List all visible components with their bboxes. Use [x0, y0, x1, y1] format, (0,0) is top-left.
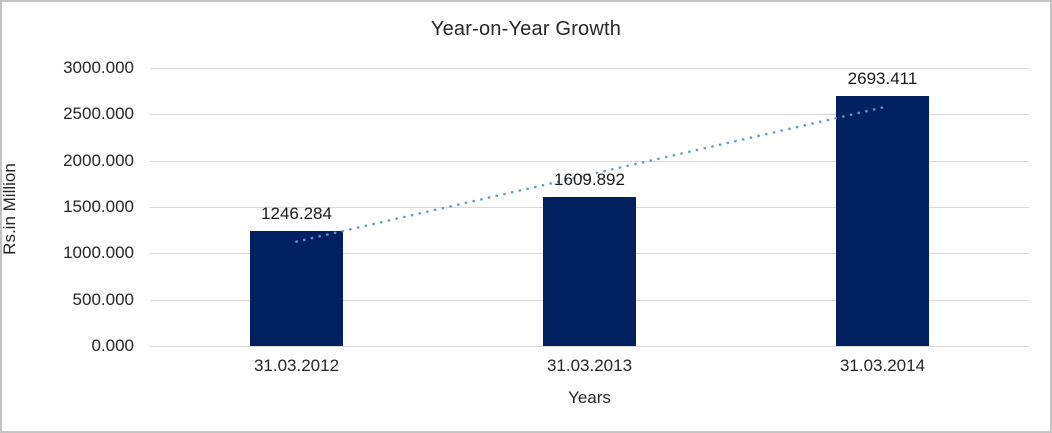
trendline-layer: [295, 106, 884, 243]
bar-value-label: 2693.411: [847, 69, 918, 89]
y-axis-tick-label: 1000.000: [63, 243, 134, 263]
y-axis-tick-label: 2500.000: [63, 104, 134, 124]
bar: [543, 196, 636, 346]
x-axis-tick-label: 31.03.2012: [253, 356, 340, 375]
gridline: [150, 346, 1029, 347]
y-axis-tick-label: 1500.000: [63, 197, 134, 216]
y-axis-tick-label: 2000.000: [63, 150, 134, 170]
bar-value-label: 1609.892: [554, 169, 625, 189]
gridline: [150, 68, 1029, 69]
gridline: [150, 114, 1029, 116]
trendline: [295, 106, 884, 243]
bar: [250, 230, 343, 346]
bar: [836, 96, 929, 346]
y-axis-title: Rs.in Million: [0, 163, 19, 255]
y-axis-tick-label: 0.000: [91, 336, 134, 355]
chart-title: Year-on-Year Growth: [430, 18, 622, 40]
bar-value-label: 1246.284: [261, 203, 332, 223]
y-axis-tick-label: 3000.000: [63, 58, 134, 77]
x-axis-tick-label: 31.03.2014: [839, 356, 926, 375]
gridline: [150, 160, 1029, 162]
plot-area: 1246.284 1609.892 2693.411: [150, 68, 1029, 347]
x-axis-tick-label: 31.03.2013: [546, 356, 633, 375]
x-axis-title: Years: [568, 388, 611, 407]
y-axis-tick-label: 500.000: [72, 289, 134, 309]
